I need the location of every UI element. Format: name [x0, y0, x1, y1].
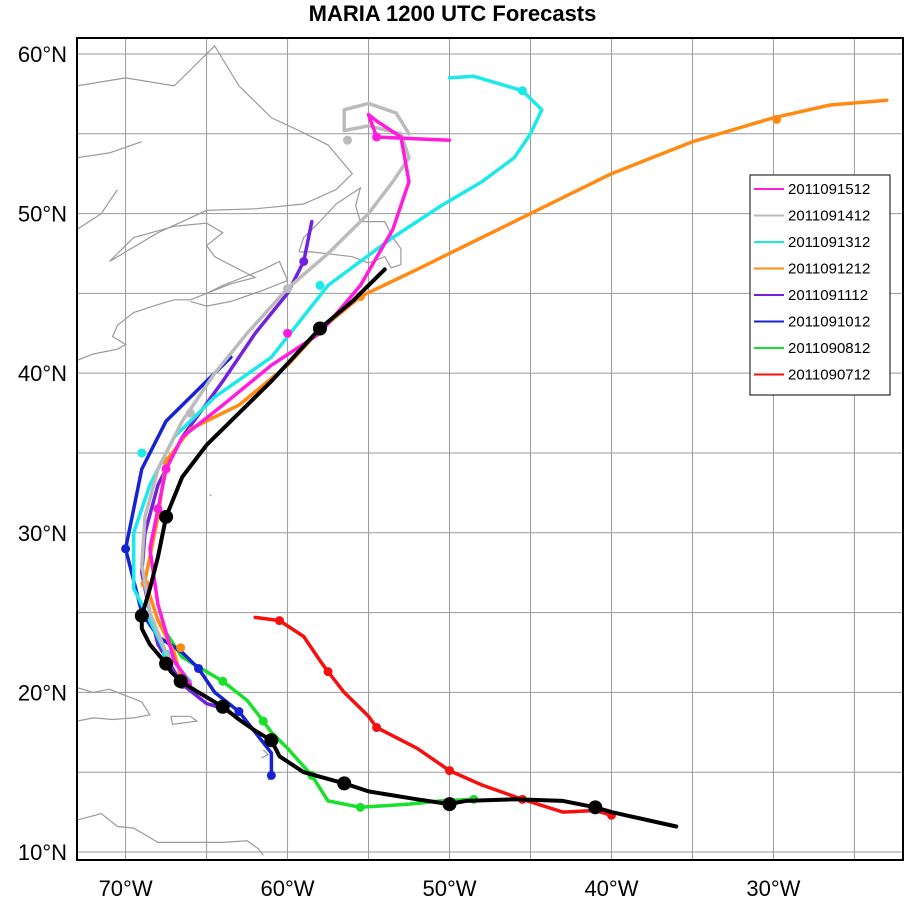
- forecast-line: [140, 101, 411, 685]
- legend-label: 2011091512: [788, 181, 870, 198]
- forecast-line: [131, 74, 544, 683]
- legend-label: 2011090712: [788, 367, 870, 384]
- forecast-point: [218, 676, 228, 686]
- forecast-point: [315, 280, 325, 290]
- forecast-point: [258, 716, 268, 726]
- legend-label: 2011091412: [788, 208, 870, 225]
- coastline-7: [77, 141, 142, 159]
- forecast-line: [148, 112, 452, 687]
- forecast-tracks: [121, 74, 889, 829]
- x-tick-label: 70°W: [99, 876, 153, 900]
- forecast-point: [185, 408, 195, 418]
- x-tick-label: 50°W: [422, 876, 476, 900]
- forecast-point: [193, 663, 203, 673]
- forecast-point: [274, 616, 284, 626]
- y-tick-label: 10°N: [18, 840, 67, 865]
- forecast-point: [372, 132, 382, 142]
- y-tick-label: 60°N: [18, 42, 67, 67]
- coastline-1: [190, 260, 289, 307]
- coastline-6: [77, 189, 118, 231]
- y-axis-labels: 60°N 50°N 40°N 30°N 20°N 10°N: [18, 42, 67, 865]
- forecast-track-2011090812: [156, 618, 479, 812]
- forecast-track-2011091312: [131, 74, 544, 683]
- forecast-point: [355, 802, 365, 812]
- forecast-point: [161, 464, 171, 474]
- legend-label: 2011090812: [788, 340, 870, 357]
- legend-label: 2011091212: [788, 261, 870, 278]
- forecast-point: [372, 723, 382, 733]
- forecast-point: [153, 504, 163, 514]
- best-track: [134, 267, 679, 829]
- best-track-point: [159, 509, 174, 524]
- x-axis-labels: 70°W 60°W 50°W 40°W 30°W: [99, 876, 801, 900]
- legend-label: 2011091312: [788, 234, 870, 251]
- forecast-point: [283, 284, 293, 294]
- best-track-point: [173, 674, 188, 689]
- coastline-8: [261, 749, 270, 759]
- grid-lines: [77, 38, 903, 860]
- forecast-point: [445, 766, 455, 776]
- forecast-track-2011091412: [140, 101, 411, 685]
- best-track-point: [215, 699, 230, 714]
- best-track-point: [337, 776, 352, 791]
- forecast-track-2011091012: [121, 355, 276, 780]
- map-frame: [76, 37, 904, 861]
- forecast-point: [772, 114, 782, 124]
- forecast-point: [234, 707, 244, 717]
- forecast-point: [176, 643, 186, 653]
- chart-title: MARIA 1200 UTC Forecasts: [308, 1, 597, 26]
- coastline-3: [77, 687, 151, 722]
- forecast-point: [517, 86, 527, 96]
- best-track-point: [134, 608, 149, 623]
- coastline-4: [170, 715, 199, 725]
- forecast-point: [342, 135, 352, 145]
- x-tick-label: 60°W: [261, 876, 315, 900]
- legend: 2011091512 2011091412 2011091312 2011091212…: [749, 174, 891, 396]
- forecast-point: [121, 544, 131, 554]
- y-tick-label: 20°N: [18, 680, 67, 705]
- forecast-point: [323, 667, 333, 677]
- forecast-point: [283, 328, 293, 338]
- y-tick-label: 30°N: [18, 521, 67, 546]
- best-track-line: [139, 267, 679, 829]
- forecast-line: [253, 615, 614, 818]
- y-tick-label: 50°N: [18, 202, 67, 227]
- legend-label: 2011091112: [788, 287, 868, 304]
- legend-box: [749, 174, 891, 396]
- forecast-line: [156, 618, 476, 810]
- x-tick-label: 30°W: [746, 876, 800, 900]
- forecast-track-2011091512: [148, 112, 452, 687]
- best-track-point: [264, 733, 279, 748]
- forecast-point: [266, 770, 276, 780]
- coastline-10: [209, 494, 212, 497]
- forecast-track-2011090712: [253, 615, 616, 820]
- coastline-5: [77, 813, 264, 856]
- y-tick-label: 40°N: [18, 361, 67, 386]
- x-tick-label: 40°W: [584, 876, 638, 900]
- forecast-point: [137, 448, 147, 458]
- coastline-0: [77, 45, 354, 361]
- best-track-point: [442, 797, 457, 812]
- best-track-point: [312, 321, 327, 336]
- legend-label: 2011091012: [788, 314, 870, 331]
- forecast-point: [299, 256, 309, 266]
- best-track-point: [159, 656, 174, 671]
- best-track-point: [588, 800, 603, 815]
